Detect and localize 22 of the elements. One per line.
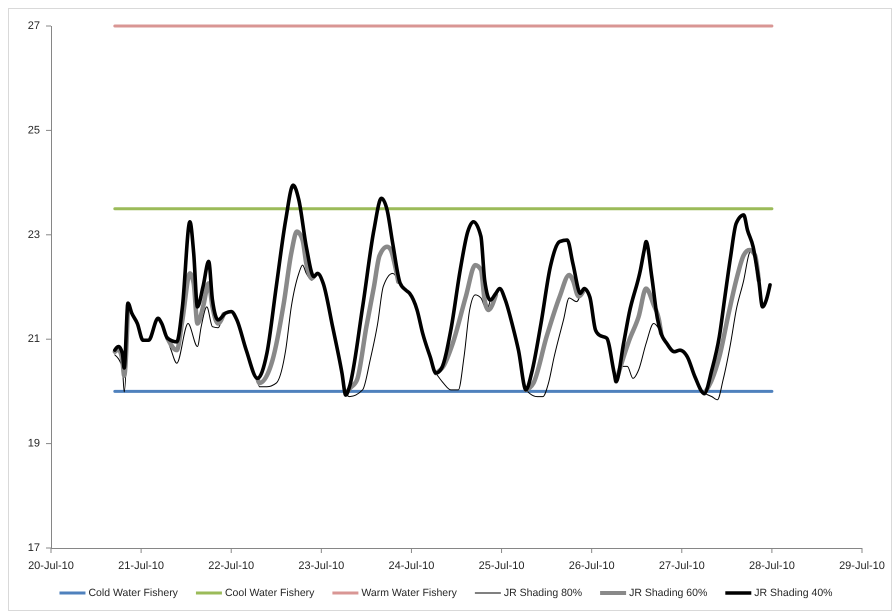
y-tick-label: 17: [28, 542, 40, 554]
y-tick-label: 23: [28, 228, 40, 241]
x-tick-label: 20-Jul-10: [28, 560, 74, 572]
x-tick-label: 25-Jul-10: [478, 560, 524, 572]
legend-label: JR Shading 40%: [754, 587, 833, 599]
legend-label: Warm Water Fishery: [361, 587, 458, 599]
y-tick-label: 19: [28, 438, 40, 450]
x-tick-label: 23-Jul-10: [298, 560, 344, 572]
x-tick-label: 29-Jul-10: [839, 560, 885, 572]
y-tick-label: 27: [28, 20, 40, 32]
y-tick-label: 21: [28, 333, 40, 346]
x-tick-label: 27-Jul-10: [658, 560, 705, 572]
x-tick-label: 21-Jul-10: [118, 560, 164, 572]
x-tick-label: 24-Jul-10: [388, 560, 434, 572]
legend-label: JR Shading 60%: [629, 587, 708, 599]
x-tick-label: 22-Jul-10: [208, 560, 254, 572]
x-tick-label: 28-Jul-10: [748, 560, 795, 572]
legend-label: Cool Water Fishery: [224, 587, 316, 599]
y-tick-label: 25: [28, 124, 40, 136]
legend-label: JR Shading 80%: [504, 587, 582, 599]
x-tick-label: 26-Jul-10: [568, 560, 615, 572]
legend-label: Cold Water Fishery: [88, 587, 179, 599]
